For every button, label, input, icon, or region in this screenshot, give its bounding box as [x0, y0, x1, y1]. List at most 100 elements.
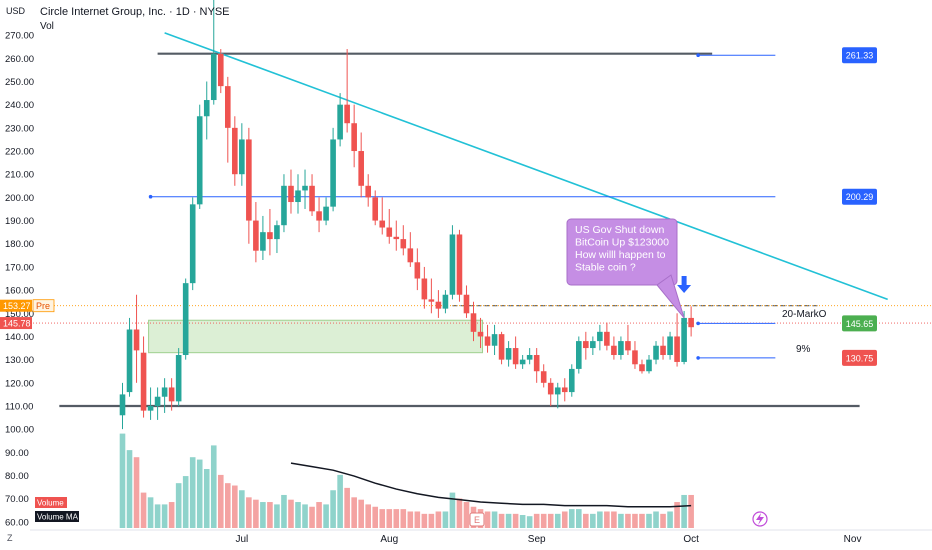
- symbol-title[interactable]: Circle Internet Group, Inc. · 1D · NYSE: [40, 6, 230, 18]
- last-price-tag: [0, 317, 32, 330]
- volume-bar: [625, 513, 631, 528]
- volume-bar: [590, 513, 596, 528]
- candle-body: [463, 294, 470, 314]
- volume-bar: [253, 499, 259, 528]
- volume-bar: [449, 492, 456, 528]
- volume-bar: [281, 494, 287, 528]
- pre-price-tag: [0, 299, 32, 312]
- volume-bar: [512, 513, 519, 528]
- volume-bar: [428, 513, 435, 528]
- pre-market-label: Pre: [36, 301, 50, 311]
- volume-bar: [210, 445, 217, 528]
- price-tick-label: 70.00: [5, 494, 29, 505]
- candle-body: [267, 232, 273, 240]
- candle-body: [639, 364, 645, 372]
- volume-bar: [309, 506, 315, 528]
- volume-bar: [519, 515, 526, 528]
- right-value-tag: [842, 188, 877, 205]
- candle-body: [477, 331, 484, 337]
- candle-body: [435, 301, 442, 309]
- candle-body: [456, 234, 463, 295]
- volume-bar: [246, 497, 252, 528]
- candle-body: [449, 234, 456, 295]
- candle-body: [533, 355, 540, 372]
- blue-level-dot: [148, 194, 153, 199]
- volume-bar: [302, 504, 308, 528]
- volume-bar: [646, 513, 652, 528]
- time-tick-label: Aug: [380, 534, 398, 545]
- volume-bar: [540, 513, 547, 528]
- volume-bar: [260, 502, 266, 528]
- candle-body: [414, 262, 421, 279]
- drawn-lines[interactable]: [30, 32, 932, 408]
- candle-body: [674, 336, 680, 362]
- volume-bar: [232, 485, 238, 528]
- volume-bar: [288, 499, 294, 528]
- candle-body: [189, 204, 196, 284]
- right-value-tag: [842, 47, 877, 64]
- volume-bar: [225, 483, 231, 528]
- volume-bar: [583, 513, 589, 528]
- volume-bar: [351, 497, 357, 528]
- timezone-label[interactable]: Z: [7, 533, 13, 543]
- volume-indicator-label[interactable]: Vol: [40, 21, 54, 32]
- note-line: Stable coin ?: [575, 262, 636, 274]
- volume-bar: [323, 504, 329, 528]
- price-tick-label: 130.00: [5, 355, 34, 366]
- volume-bar: [175, 483, 182, 528]
- right-value-label: 145.65: [846, 319, 874, 329]
- candle-body: [618, 341, 624, 356]
- volume-bar: [119, 433, 126, 528]
- volume-bar: [189, 457, 196, 528]
- candle-body: [428, 299, 435, 302]
- volume-bar: [568, 509, 575, 528]
- candle-body: [295, 190, 301, 203]
- candle-body: [140, 352, 147, 411]
- lightning-icon: [756, 513, 764, 525]
- volume-bar: [196, 459, 203, 528]
- time-tick-label: Sep: [528, 534, 546, 545]
- volume-bar: [274, 504, 280, 528]
- right-value-tag: [842, 315, 877, 332]
- time-axis[interactable]: Jul Aug Sep Oct Nov: [30, 529, 932, 545]
- candle-body: [590, 341, 596, 349]
- volume-bar: [330, 490, 336, 528]
- volume-bar: [505, 513, 512, 528]
- candle-body: [583, 341, 589, 349]
- candle-body: [344, 104, 350, 124]
- price-tick-label: 150.00: [5, 309, 34, 320]
- candle-body: [210, 53, 217, 101]
- volume-bar: [161, 504, 168, 528]
- volume-bar: [533, 513, 540, 528]
- candle-body: [484, 336, 491, 346]
- candle-body: [576, 341, 582, 369]
- price-tick-label: 90.00: [5, 448, 29, 459]
- right-value-label: 261.33: [846, 51, 874, 61]
- price-tick-label: 170.00: [5, 262, 34, 273]
- candle-body: [309, 185, 315, 212]
- candle-body: [604, 331, 610, 346]
- candle-body: [288, 185, 294, 203]
- right-value-label: 130.75: [846, 353, 874, 363]
- candle-body: [168, 387, 175, 402]
- candle-body: [442, 294, 449, 309]
- candle-body: [386, 227, 393, 237]
- note-line: How willl happen to: [575, 249, 666, 261]
- candle-body: [232, 127, 238, 175]
- blue-level-dot: [696, 321, 700, 326]
- volume-bars: [119, 433, 694, 528]
- volume-bar: [604, 511, 610, 528]
- price-tick-label: 110.00: [5, 401, 33, 412]
- down-arrow-head-icon: [677, 285, 692, 293]
- candle-body: [491, 334, 498, 346]
- candle-body: [196, 116, 203, 205]
- volume-bar: [407, 511, 414, 528]
- candle-body: [358, 151, 364, 186]
- price-tick-label: 220.00: [5, 147, 34, 158]
- legend-volume-ma-swatch: [35, 511, 79, 522]
- candle-body: [540, 371, 547, 383]
- volume-bar: [414, 511, 421, 528]
- price-axis[interactable]: 270.00 260.00 250.00 240.00 230.00 220.00 210.…: [0, 28, 34, 533]
